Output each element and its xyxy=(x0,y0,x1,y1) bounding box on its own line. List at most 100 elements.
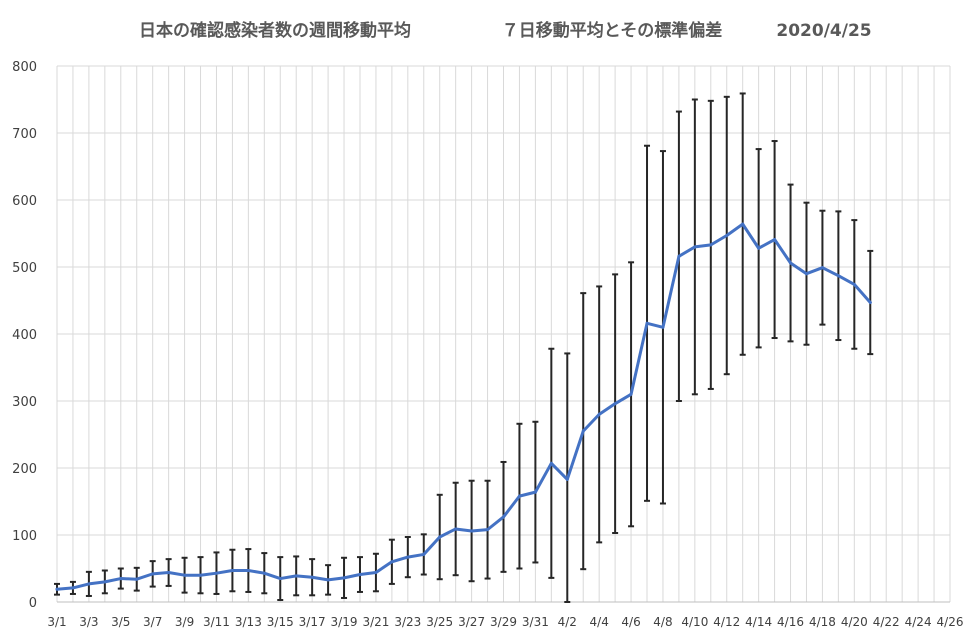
data-point xyxy=(454,527,458,531)
data-point xyxy=(486,528,490,532)
data-point xyxy=(629,392,633,396)
data-point xyxy=(709,243,713,247)
data-point xyxy=(470,529,474,533)
x-tick-label: 4/18 xyxy=(809,615,836,629)
x-tick-label: 3/9 xyxy=(175,615,194,629)
data-point xyxy=(677,254,681,258)
x-tick-label: 4/26 xyxy=(937,615,964,629)
data-point xyxy=(868,301,872,305)
errorbar-layer xyxy=(54,92,874,603)
data-point xyxy=(230,569,234,573)
y-tick-label: 200 xyxy=(12,462,37,477)
data-point xyxy=(789,261,793,265)
x-tick-label: 3/3 xyxy=(79,615,98,629)
data-point xyxy=(597,412,601,416)
y-tick-label: 800 xyxy=(12,60,37,75)
series-line xyxy=(55,222,872,591)
data-point xyxy=(741,222,745,226)
data-point xyxy=(294,574,298,578)
data-point xyxy=(119,577,123,581)
y-tick-label: 400 xyxy=(12,328,37,343)
data-point xyxy=(358,573,362,577)
x-tick-label: 3/15 xyxy=(267,615,294,629)
data-point xyxy=(214,571,218,575)
y-tick-label: 0 xyxy=(29,596,37,611)
x-tick-label: 3/31 xyxy=(522,615,549,629)
data-point xyxy=(246,569,250,573)
data-point xyxy=(422,552,426,556)
data-point xyxy=(661,325,665,329)
data-point xyxy=(374,571,378,575)
data-point xyxy=(836,274,840,278)
y-tick-label: 500 xyxy=(12,261,37,276)
data-point xyxy=(262,571,266,575)
data-point xyxy=(326,578,330,582)
data-point xyxy=(390,560,394,564)
data-point xyxy=(183,573,187,577)
data-point xyxy=(533,490,537,494)
x-tick-label: 3/23 xyxy=(394,615,421,629)
x-tick-label: 4/16 xyxy=(777,615,804,629)
data-point xyxy=(55,587,59,591)
x-tick-label: 4/22 xyxy=(873,615,900,629)
x-tick-label: 4/4 xyxy=(590,615,609,629)
y-tick-label: 100 xyxy=(12,529,37,544)
data-point xyxy=(342,576,346,580)
data-point xyxy=(151,572,155,576)
data-point xyxy=(725,234,729,238)
data-point xyxy=(820,266,824,270)
x-tick-label: 4/2 xyxy=(558,615,577,629)
x-tick-label: 3/17 xyxy=(299,615,326,629)
x-tick-label: 3/29 xyxy=(490,615,517,629)
x-tick-label: 3/1 xyxy=(47,615,66,629)
x-tick-label: 4/20 xyxy=(841,615,868,629)
x-tick-label: 4/14 xyxy=(745,615,772,629)
line-layer xyxy=(55,222,872,591)
y-tick-label: 600 xyxy=(12,194,37,209)
data-point xyxy=(804,272,808,276)
data-point xyxy=(773,238,777,242)
x-tick-label: 3/11 xyxy=(203,615,230,629)
x-tick-label: 3/7 xyxy=(143,615,162,629)
data-point xyxy=(310,575,314,579)
data-point xyxy=(103,580,107,584)
x-tick-label: 4/8 xyxy=(653,615,672,629)
data-point xyxy=(406,555,410,559)
x-tick-label: 4/10 xyxy=(681,615,708,629)
data-point xyxy=(278,577,282,581)
data-point xyxy=(645,321,649,325)
data-point xyxy=(693,245,697,249)
y-tick-label: 700 xyxy=(12,127,37,142)
axis-layer: 0 100 200 300 400 500 600 700 800 3/1 3/3 3/5 3/7 3/9… xyxy=(12,60,963,629)
x-tick-label: 3/27 xyxy=(458,615,485,629)
data-point xyxy=(581,429,585,433)
data-point xyxy=(87,582,91,586)
data-point xyxy=(549,461,553,465)
data-point xyxy=(757,246,761,250)
data-point xyxy=(517,494,521,498)
data-point xyxy=(502,515,505,519)
chart-date: 2020/4/25 xyxy=(776,21,871,41)
data-point xyxy=(438,535,442,539)
x-tick-label: 4/24 xyxy=(905,615,932,629)
data-point xyxy=(167,571,171,575)
chart-title: 日本の確認感染者数の週間移動平均 xyxy=(139,20,411,41)
data-point xyxy=(135,577,139,581)
x-tick-label: 3/21 xyxy=(362,615,389,629)
data-point xyxy=(71,586,75,590)
x-tick-label: 3/25 xyxy=(426,615,453,629)
data-point xyxy=(613,402,617,406)
x-tick-label: 3/5 xyxy=(111,615,130,629)
x-tick-label: 4/12 xyxy=(713,615,740,629)
x-tick-label: 3/19 xyxy=(331,615,358,629)
data-point xyxy=(199,573,203,577)
data-point xyxy=(852,282,856,286)
chart-subtitle: ７日移動平均とその標準偏差 xyxy=(502,20,723,41)
x-tick-label: 3/13 xyxy=(235,615,262,629)
grid-layer xyxy=(56,65,951,603)
x-tick-label: 4/6 xyxy=(621,615,640,629)
data-point xyxy=(565,477,569,481)
y-tick-label: 300 xyxy=(12,395,37,410)
